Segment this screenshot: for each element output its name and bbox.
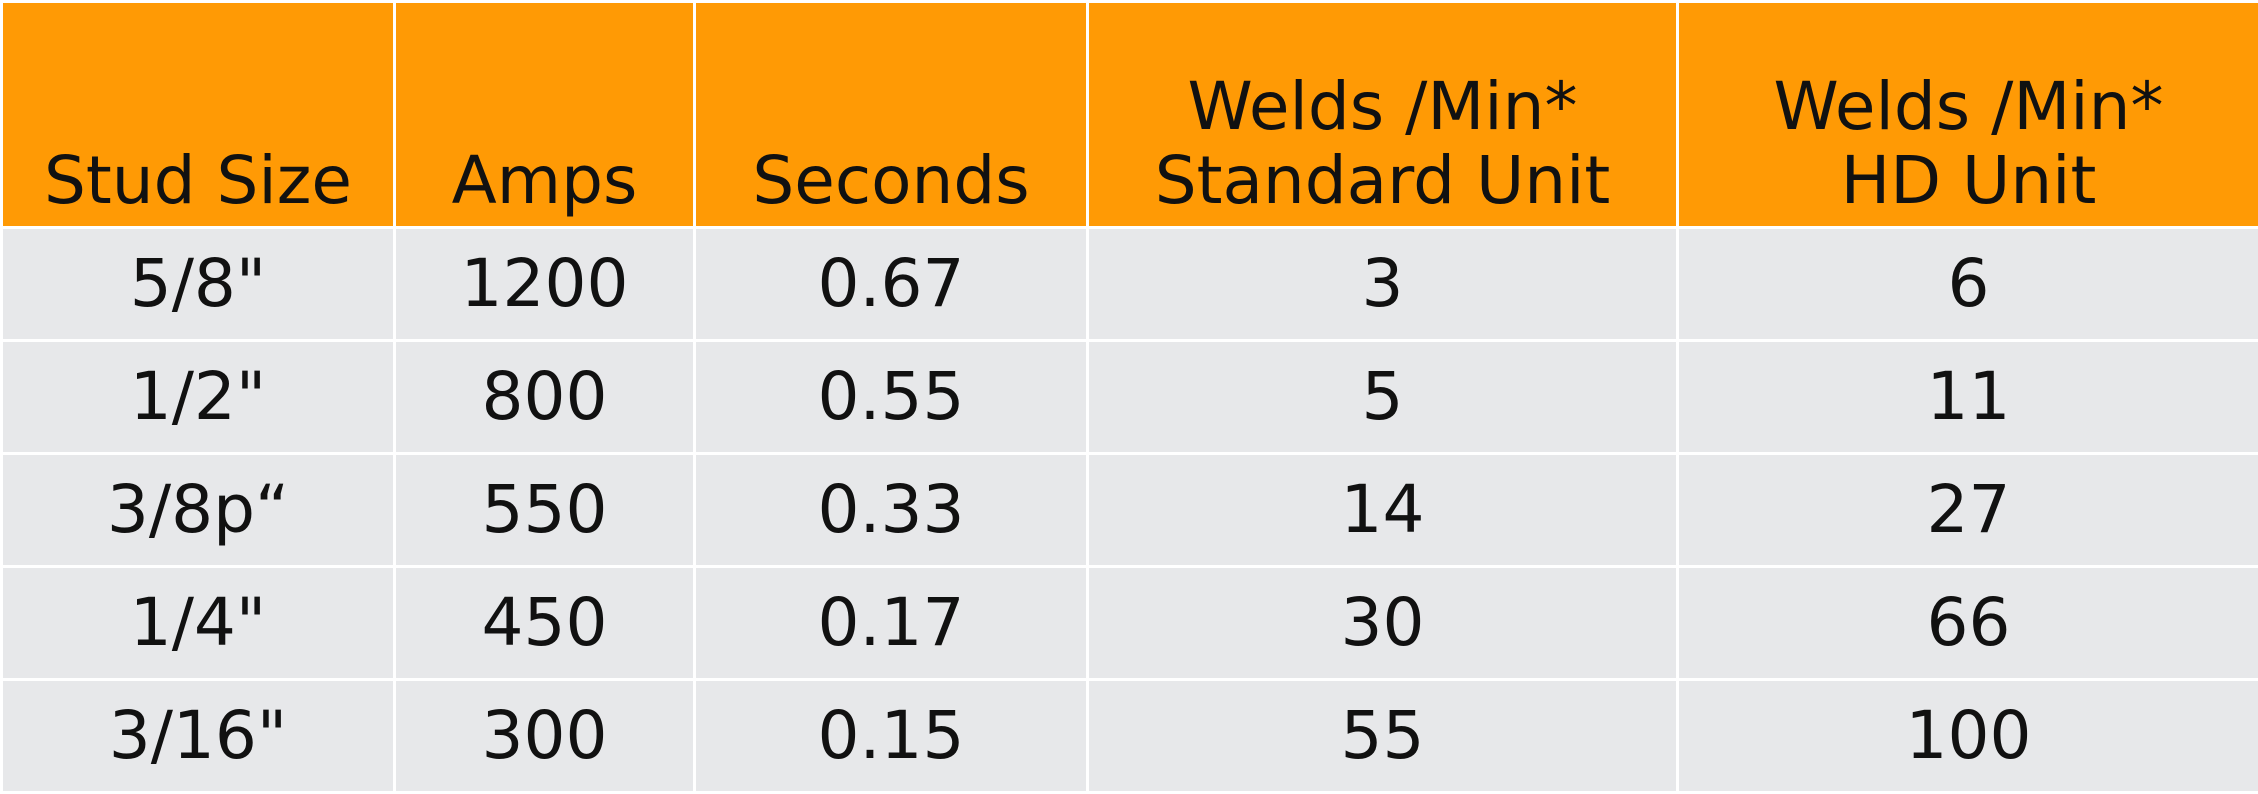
- table-cell: 5/8": [2, 228, 395, 341]
- header-cell: Amps: [395, 2, 695, 228]
- table-cell: 0.33: [695, 454, 1088, 567]
- header-text: Stud Size: [7, 144, 389, 218]
- header-text: Welds /Min*: [1683, 70, 2254, 144]
- table-cell: 55: [1088, 680, 1678, 793]
- table-cell: 30: [1088, 567, 1678, 680]
- table-cell: 1/4": [2, 567, 395, 680]
- header-text: Welds /Min*: [1093, 70, 1672, 144]
- header-text: Seconds: [700, 144, 1082, 218]
- table-cell: 66: [1678, 567, 2258, 680]
- table-cell: 0.55: [695, 341, 1088, 454]
- header-cell: Welds /Min*HD Unit: [1678, 2, 2258, 228]
- table-cell: 3/8p“: [2, 454, 395, 567]
- table-cell: 5: [1088, 341, 1678, 454]
- table-cell: 300: [395, 680, 695, 793]
- header-text: Amps: [400, 144, 689, 218]
- header-cell: Welds /Min*Standard Unit: [1088, 2, 1678, 228]
- header-text: HD Unit: [1683, 144, 2254, 218]
- table-cell: 3: [1088, 228, 1678, 341]
- table-cell: 0.17: [695, 567, 1088, 680]
- table-cell: 0.15: [695, 680, 1088, 793]
- header-text: Standard Unit: [1093, 144, 1672, 218]
- table-cell: 1200: [395, 228, 695, 341]
- header-cell: Stud Size: [2, 2, 395, 228]
- table-cell: 1/2": [2, 341, 395, 454]
- table-cell: 450: [395, 567, 695, 680]
- table-cell: 6: [1678, 228, 2258, 341]
- table-cell: 800: [395, 341, 695, 454]
- header-cell: Seconds: [695, 2, 1088, 228]
- table-cell: 14: [1088, 454, 1678, 567]
- table-cell: 27: [1678, 454, 2258, 567]
- table-cell: 550: [395, 454, 695, 567]
- table-cell: 0.67: [695, 228, 1088, 341]
- table-cell: 11: [1678, 341, 2258, 454]
- table-cell: 100: [1678, 680, 2258, 793]
- table-cell: 3/16": [2, 680, 395, 793]
